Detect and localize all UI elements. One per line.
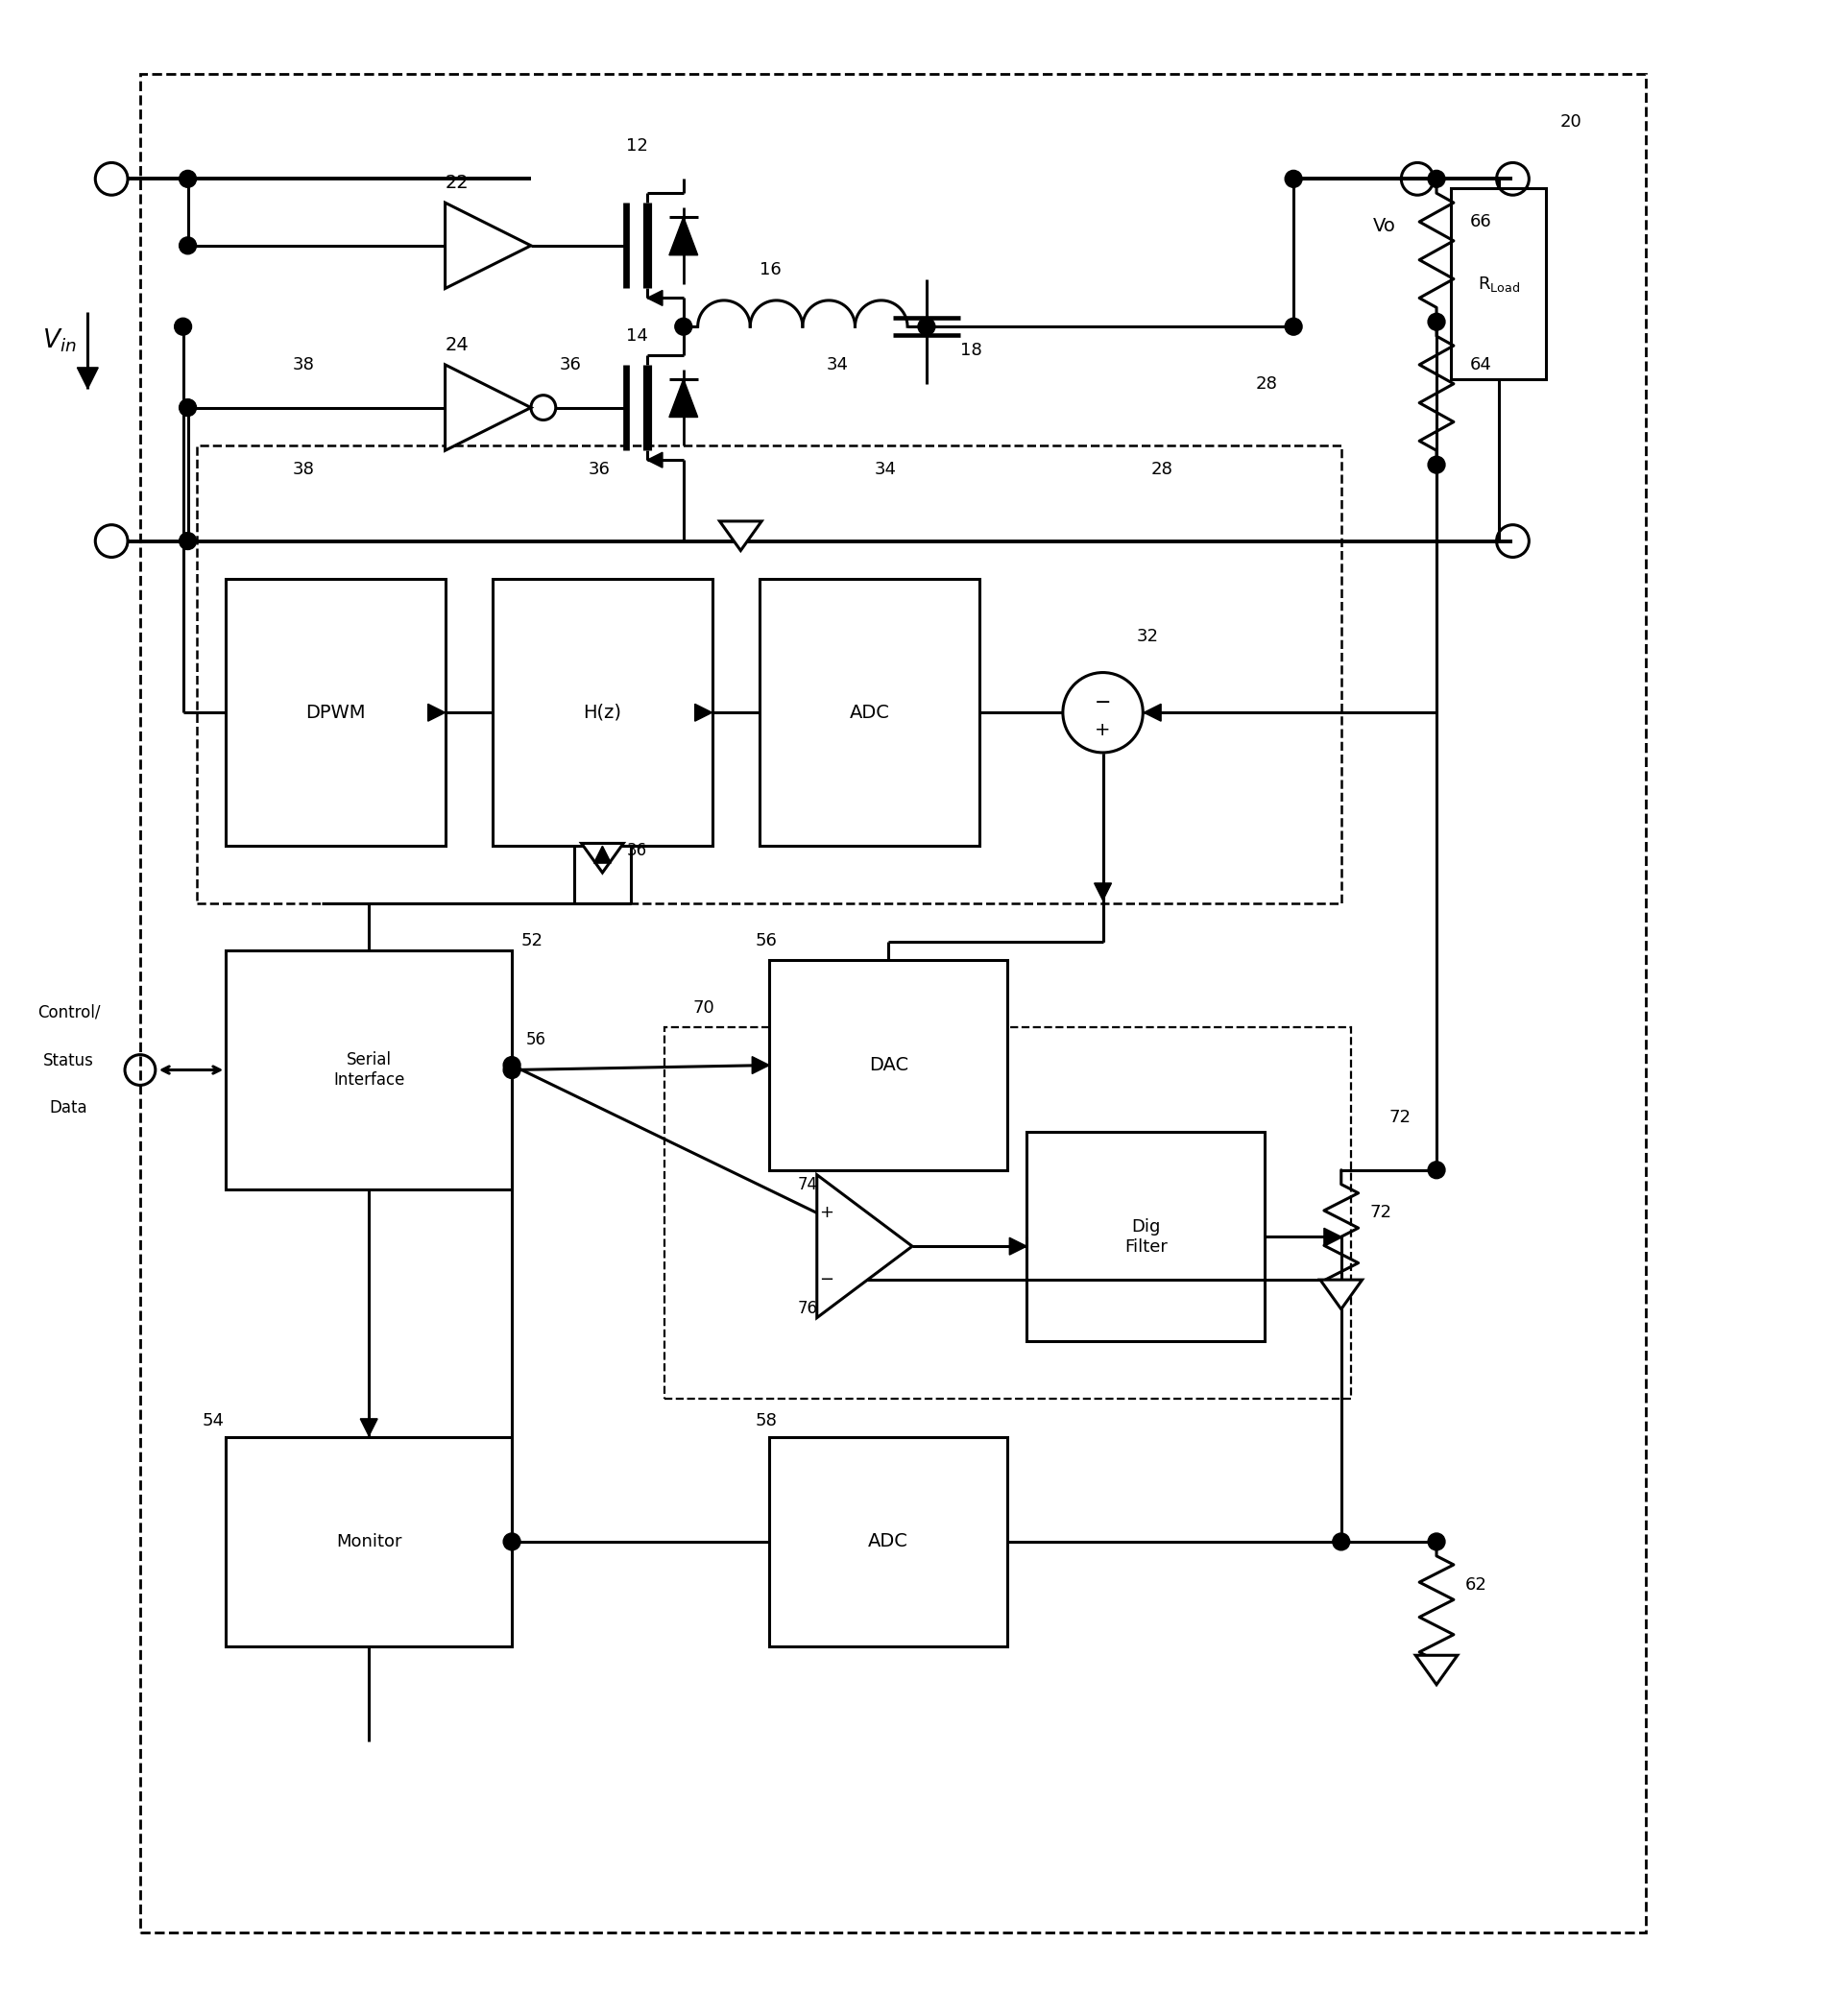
Bar: [198, 446, 1341, 903]
Circle shape: [675, 319, 691, 335]
Text: Monitor: Monitor: [336, 1532, 402, 1550]
Text: 76: 76: [798, 1300, 818, 1316]
Bar: [759, 579, 979, 847]
Circle shape: [1286, 319, 1302, 335]
Circle shape: [503, 1060, 521, 1079]
Text: 32: 32: [1137, 627, 1159, 645]
Text: 24: 24: [446, 337, 470, 355]
Text: R$_{\mathrm{Load}}$: R$_{\mathrm{Load}}$: [1478, 274, 1520, 292]
Polygon shape: [446, 204, 532, 288]
Text: Control/: Control/: [37, 1004, 101, 1022]
Text: ADC: ADC: [849, 704, 889, 722]
Text: 36: 36: [625, 843, 647, 859]
Polygon shape: [1095, 883, 1111, 901]
Text: 74: 74: [798, 1175, 818, 1193]
Text: +: +: [820, 1204, 834, 1222]
Text: 38: 38: [293, 357, 315, 373]
Polygon shape: [647, 452, 662, 468]
Bar: [226, 952, 512, 1189]
Polygon shape: [581, 843, 624, 873]
Text: Serial
Interface: Serial Interface: [334, 1050, 405, 1089]
Text: DPWM: DPWM: [306, 704, 365, 722]
Circle shape: [174, 319, 191, 335]
Text: 64: 64: [1469, 357, 1491, 373]
Polygon shape: [1324, 1228, 1341, 1246]
Bar: [768, 1437, 1007, 1647]
Polygon shape: [427, 704, 446, 722]
Bar: [226, 579, 446, 847]
Bar: [226, 1437, 512, 1647]
Text: 20: 20: [1561, 113, 1583, 131]
Polygon shape: [359, 1419, 378, 1435]
Circle shape: [1429, 169, 1445, 187]
Circle shape: [503, 1532, 521, 1550]
Text: 34: 34: [875, 462, 897, 478]
Text: 66: 66: [1469, 214, 1491, 230]
Polygon shape: [816, 1175, 911, 1318]
Text: H(z): H(z): [583, 704, 622, 722]
Text: 22: 22: [446, 173, 470, 192]
Text: 38: 38: [293, 462, 315, 478]
Circle shape: [1429, 1532, 1445, 1550]
Text: Status: Status: [44, 1052, 94, 1068]
Polygon shape: [1416, 1655, 1458, 1685]
Text: 28: 28: [1150, 462, 1172, 478]
Polygon shape: [1144, 704, 1161, 722]
Text: Dig
Filter: Dig Filter: [1124, 1218, 1166, 1256]
Circle shape: [1429, 456, 1445, 474]
Polygon shape: [594, 847, 611, 863]
Text: DAC: DAC: [869, 1056, 908, 1075]
Circle shape: [919, 319, 935, 335]
Text: 54: 54: [202, 1411, 224, 1429]
Text: 12: 12: [625, 137, 647, 153]
Circle shape: [503, 1056, 521, 1075]
Bar: [1451, 187, 1546, 379]
Text: +: +: [1095, 720, 1111, 738]
Circle shape: [1286, 169, 1302, 187]
Text: 52: 52: [521, 933, 543, 950]
Text: −: −: [1095, 694, 1111, 712]
Text: −: −: [820, 1270, 834, 1288]
Text: 28: 28: [1256, 375, 1276, 393]
Polygon shape: [752, 1056, 768, 1075]
Text: Vo: Vo: [1372, 218, 1396, 236]
Circle shape: [180, 169, 196, 187]
Text: Data: Data: [50, 1099, 88, 1117]
Text: 36: 36: [589, 462, 611, 478]
Bar: [139, 75, 1647, 1933]
Polygon shape: [1009, 1238, 1027, 1254]
Circle shape: [180, 399, 196, 415]
Bar: [664, 1026, 1350, 1399]
Circle shape: [180, 238, 196, 254]
Text: 16: 16: [759, 260, 781, 278]
Text: 36: 36: [559, 357, 581, 373]
Text: 34: 34: [827, 357, 849, 373]
Bar: [768, 960, 1007, 1169]
Circle shape: [1333, 1532, 1350, 1550]
Circle shape: [1429, 312, 1445, 331]
Polygon shape: [669, 218, 697, 256]
Circle shape: [1429, 1161, 1445, 1179]
Polygon shape: [647, 290, 662, 306]
Text: 72: 72: [1388, 1109, 1410, 1127]
Polygon shape: [719, 522, 761, 550]
Polygon shape: [77, 367, 99, 389]
Text: 56: 56: [526, 1030, 547, 1048]
Text: 62: 62: [1465, 1577, 1487, 1593]
Polygon shape: [446, 365, 532, 450]
Polygon shape: [695, 704, 712, 722]
Text: 14: 14: [625, 327, 647, 345]
Text: ADC: ADC: [867, 1532, 908, 1550]
Text: 70: 70: [693, 1000, 715, 1016]
Text: 58: 58: [756, 1411, 778, 1429]
Text: 18: 18: [959, 343, 981, 359]
Polygon shape: [1320, 1280, 1363, 1308]
Text: $V_{in}$: $V_{in}$: [42, 327, 77, 355]
Bar: [1027, 1131, 1265, 1341]
Circle shape: [180, 532, 196, 550]
Text: 56: 56: [756, 933, 778, 950]
Polygon shape: [669, 379, 697, 417]
Text: 72: 72: [1370, 1204, 1392, 1222]
Bar: [493, 579, 712, 847]
